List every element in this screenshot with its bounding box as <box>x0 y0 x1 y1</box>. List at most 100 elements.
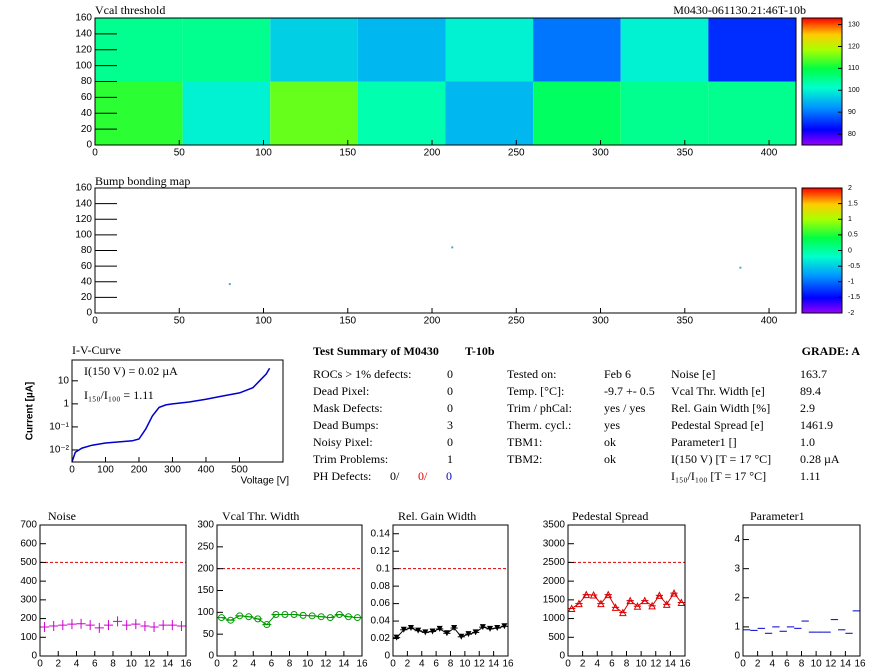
defect-value: 3 <box>447 418 453 432</box>
marker-bar <box>122 620 132 631</box>
defect-label: Dead Pixel: <box>313 384 369 398</box>
y-tick-label: 140 <box>75 29 92 40</box>
heatmap-cell <box>620 81 709 145</box>
bump-defect <box>451 246 454 249</box>
y-tick-label: 1 <box>63 398 69 409</box>
y-tick-label: 40 <box>81 108 93 119</box>
marker <box>662 600 671 608</box>
marker-bar <box>58 620 68 631</box>
result-value: 1461.9 <box>800 418 833 432</box>
test-label: Tested on: <box>507 367 556 381</box>
result-label: Rel. Gain Width [%] <box>671 401 770 415</box>
marker <box>458 633 465 640</box>
marker <box>677 598 686 606</box>
heatmap-cell <box>708 81 796 145</box>
x-tick-label: 10 <box>302 659 314 670</box>
x-tick-label: 100 <box>255 148 272 159</box>
heatmap-cell <box>182 18 271 82</box>
chart-title: Rel. Gain Width <box>398 509 476 523</box>
x-tick-label: 200 <box>424 148 441 159</box>
marker <box>589 590 598 599</box>
marker <box>567 604 576 612</box>
marker-bar <box>158 620 168 631</box>
test-label: Therm. cycl.: <box>507 418 571 432</box>
x-tick-label: 2 <box>755 659 761 670</box>
x-tick-label: 400 <box>761 148 778 159</box>
test-label: TBM1: <box>507 435 542 449</box>
marker-bar <box>131 619 141 630</box>
x-tick-label: 350 <box>676 148 693 159</box>
x-tick-label: 14 <box>840 659 852 670</box>
marker-bar <box>103 620 113 631</box>
marker <box>422 629 429 636</box>
x-tick-label: 12 <box>474 659 486 670</box>
y-axis-label: Current [µA] <box>25 382 36 441</box>
marker-bar <box>76 618 86 629</box>
x-tick-label: 10 <box>459 659 471 670</box>
x-tick-label: 0 <box>92 316 98 327</box>
marker <box>227 616 235 624</box>
x-tick-label: 0 <box>565 659 571 670</box>
marker <box>472 629 479 636</box>
y-tick-label: 120 <box>75 44 92 55</box>
x-tick-label: 4 <box>594 659 600 670</box>
y-tick-label: 0.06 <box>371 598 391 609</box>
marker <box>604 590 613 599</box>
marker <box>648 601 656 610</box>
defect-value: 0 <box>447 401 453 415</box>
y-tick-label: 1 <box>734 622 740 633</box>
x-tick-label: 12 <box>144 659 156 670</box>
defect-label: ROCs > 1% defects: <box>313 367 411 381</box>
plot-frame <box>39 524 187 657</box>
x-tick-label: 0 <box>214 659 220 670</box>
y-tick-label: 600 <box>20 538 37 549</box>
colorbar-label: 0 <box>848 247 852 254</box>
marker <box>619 608 627 617</box>
marker <box>393 634 400 641</box>
x-tick-label: 0 <box>37 659 43 670</box>
defect-label: Noisy Pixel: <box>313 435 373 449</box>
marker <box>487 625 494 632</box>
y-tick-label: 0 <box>86 308 92 319</box>
test-value: Feb 6 <box>604 367 631 381</box>
colorbar-label: -1.5 <box>848 294 860 301</box>
x-tick-label: 4 <box>769 659 775 670</box>
result-label: Pedestal Spread [e] <box>671 418 764 432</box>
marker-bar <box>85 620 95 631</box>
ph-defects-value: 0/ <box>418 469 428 483</box>
x-tick-label: 200 <box>424 316 441 327</box>
marker <box>465 631 472 638</box>
ph-defects-value: 0 <box>446 469 452 483</box>
result-value: 89.4 <box>800 384 821 398</box>
marker <box>640 596 649 605</box>
y-tick-label: 100 <box>20 632 37 643</box>
x-tick-label: 150 <box>339 148 356 159</box>
result-label: Noise [e] <box>671 367 715 381</box>
result-value: 1.0 <box>800 435 815 449</box>
annotation: I₁₅₀/I₁₀₀ = 1.11 <box>84 388 154 402</box>
colorbar-label: 2 <box>848 185 852 192</box>
y-tick-label: 0 <box>208 651 214 662</box>
heatmap-cell <box>708 18 796 82</box>
y-tick-label: 60 <box>81 92 93 103</box>
x-tick-label: 4 <box>74 659 80 670</box>
marker <box>353 614 361 622</box>
heatmap-cell <box>182 81 271 145</box>
marker <box>633 602 642 610</box>
defect-label: Mask Defects: <box>313 401 383 415</box>
colorbar-label: 90 <box>848 109 856 116</box>
x-tick-label: 50 <box>174 148 186 159</box>
chart-title: Pedestal Spread <box>572 509 648 523</box>
marker <box>317 613 325 621</box>
colorbar-label: -2 <box>848 310 854 317</box>
y-tick-label: 0 <box>31 651 37 662</box>
y-tick-label: 80 <box>81 76 93 87</box>
summary-title: Test Summary of M0430 <box>313 344 439 358</box>
result-value: 163.7 <box>800 367 827 381</box>
defect-value: 0 <box>447 435 453 449</box>
ph-defects-value: 0/ <box>390 469 400 483</box>
plot-frame <box>567 524 686 657</box>
test-value: -9.7 +- 0.5 <box>604 384 655 398</box>
marker <box>415 627 422 634</box>
